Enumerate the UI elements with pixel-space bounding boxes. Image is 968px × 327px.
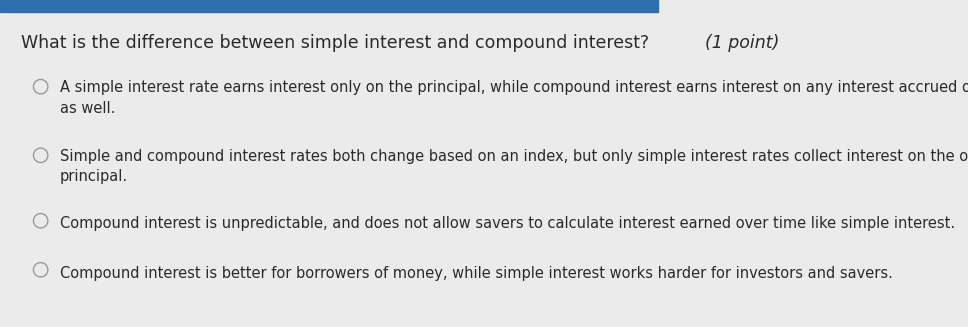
Text: Compound interest is unpredictable, and does not allow savers to calculate inter: Compound interest is unpredictable, and … [60,216,955,232]
Bar [0,0,658,12]
Text: Simple and compound interest rates both change based on an index, but only simpl: Simple and compound interest rates both … [60,149,968,184]
Text: What is the difference between simple interest and compound interest?: What is the difference between simple in… [21,34,650,52]
Text: Compound interest is better for borrowers of money, while simple interest works : Compound interest is better for borrower… [60,266,892,281]
Text: A simple interest rate earns interest only on the principal, while compound inte: A simple interest rate earns interest on… [60,80,968,115]
Text: (1 point): (1 point) [694,34,779,52]
